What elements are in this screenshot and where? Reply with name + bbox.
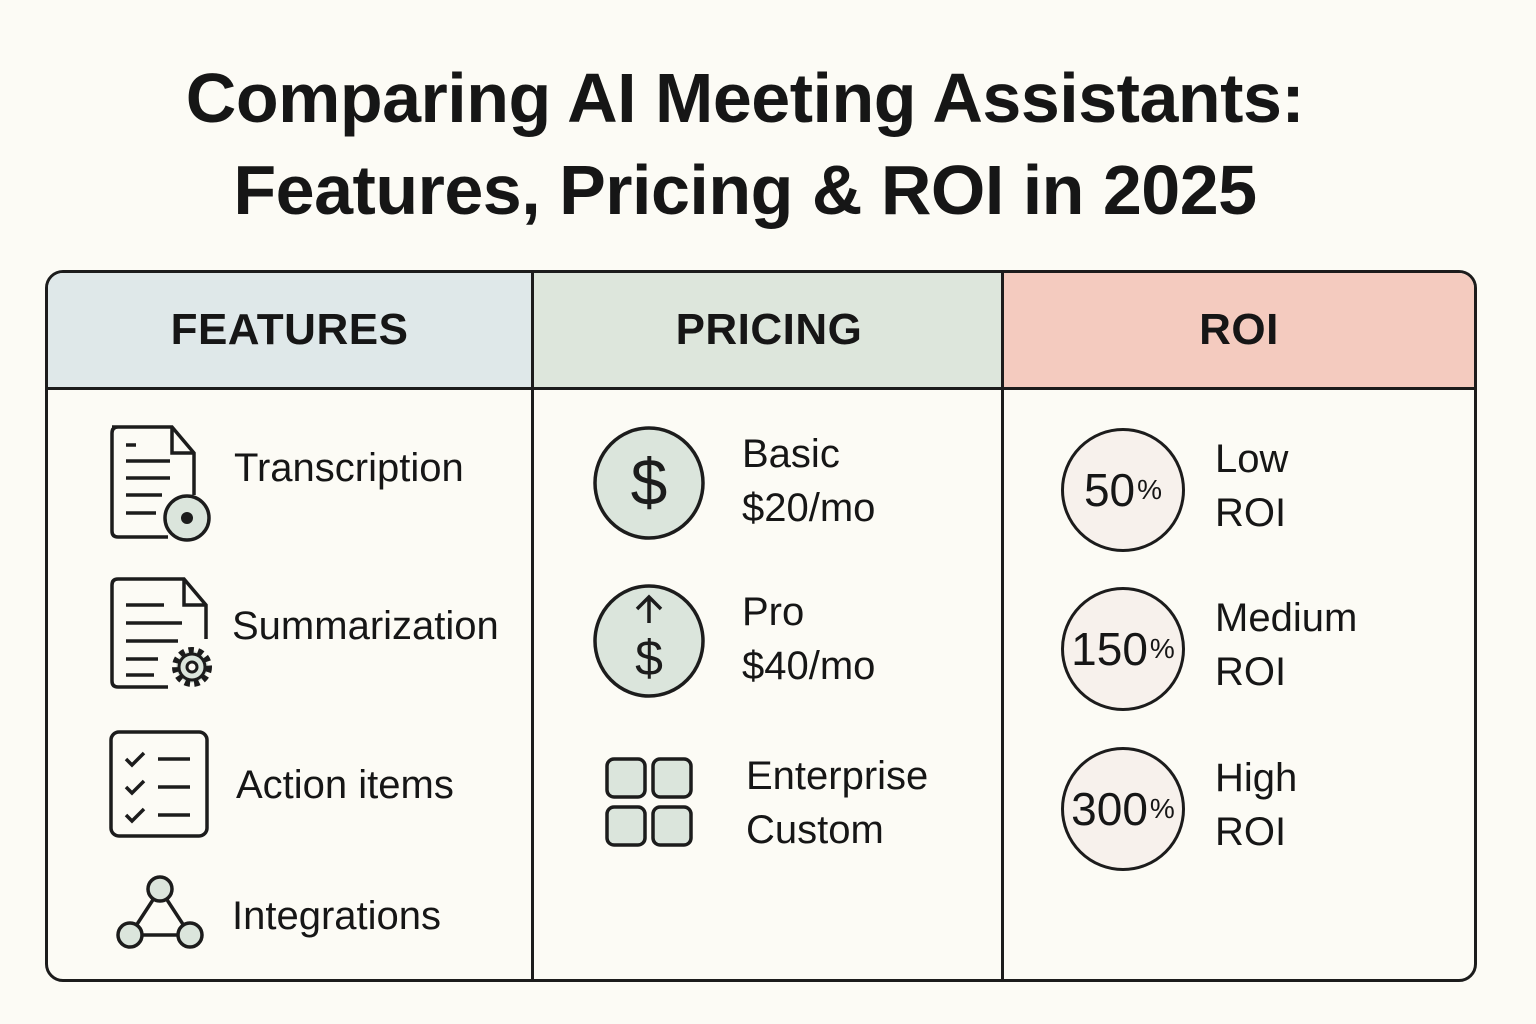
roi-value: 300: [1071, 783, 1148, 835]
feature-action-items: Action items: [108, 729, 454, 841]
roi-column: ROI 50% Low ROI 150% Medium ROI 300% Hig…: [1001, 273, 1474, 979]
title-line-2: Features, Pricing & ROI in 2025: [233, 151, 1257, 229]
comparison-table: FEATURES Transcription Summarization: [45, 270, 1477, 982]
roi-header: ROI: [1004, 273, 1474, 390]
dollar-icon: $: [593, 426, 705, 540]
pricing-pro: $ Pro $40/mo: [592, 583, 875, 699]
document-record-icon: [110, 425, 211, 542]
plan-price: $20/mo: [742, 486, 876, 530]
roi-value: 50: [1083, 464, 1136, 516]
svg-text:$: $: [631, 445, 668, 519]
roi-medium: 150% Medium ROI: [1061, 587, 1357, 711]
roi-unit: %: [1149, 793, 1175, 824]
roi-unit: %: [1149, 633, 1175, 664]
roi-low: 50% Low ROI: [1061, 428, 1288, 552]
roi-percent-badge: 300%: [1061, 747, 1185, 871]
roi-percent-badge: 150%: [1061, 587, 1185, 711]
grid-icon: [605, 757, 693, 847]
feature-label: Transcription: [234, 445, 464, 490]
feature-label: Action items: [236, 762, 454, 807]
checklist-icon: [109, 730, 209, 838]
feature-summarization: Summarization: [108, 575, 499, 695]
features-column: FEATURES Transcription Summarization: [48, 273, 531, 979]
title-line-1: Comparing AI Meeting Assistants:: [185, 59, 1305, 137]
features-header: FEATURES: [48, 273, 531, 390]
pricing-basic: $ Basic $20/mo: [592, 425, 875, 541]
plan-price: Custom: [746, 808, 884, 852]
roi-label: ROI: [1215, 650, 1287, 694]
plan-name: Pro: [742, 590, 805, 634]
plan-name: Basic: [742, 432, 840, 476]
roi-level: High: [1215, 756, 1298, 800]
roi-high: 300% High ROI: [1061, 747, 1297, 871]
pricing-header: PRICING: [534, 273, 1004, 390]
svg-text:$: $: [635, 630, 663, 686]
roi-percent-badge: 50%: [1061, 428, 1185, 552]
feature-integrations: Integrations: [112, 873, 441, 953]
plan-name: Enterprise: [746, 754, 929, 798]
pricing-enterprise: Enterprise Custom: [604, 747, 928, 857]
network-icon: [116, 875, 204, 949]
feature-label: Integrations: [232, 893, 442, 938]
document-gear-icon: [110, 577, 212, 689]
feature-transcription: Transcription: [108, 423, 464, 543]
plan-price: $40/mo: [742, 644, 876, 688]
roi-unit: %: [1137, 474, 1163, 505]
page-title: Comparing AI Meeting Assistants: Feature…: [0, 52, 1490, 236]
feature-label: Summarization: [232, 603, 499, 648]
roi-level: Medium: [1215, 596, 1358, 640]
pricing-column: PRICING $ Basic $20/mo $ Pro $40/mo: [531, 273, 1004, 979]
roi-label: ROI: [1215, 491, 1287, 535]
roi-level: Low: [1215, 437, 1289, 481]
roi-value: 150: [1071, 623, 1148, 675]
roi-label: ROI: [1215, 810, 1287, 854]
dollar-up-icon: $: [593, 584, 705, 698]
